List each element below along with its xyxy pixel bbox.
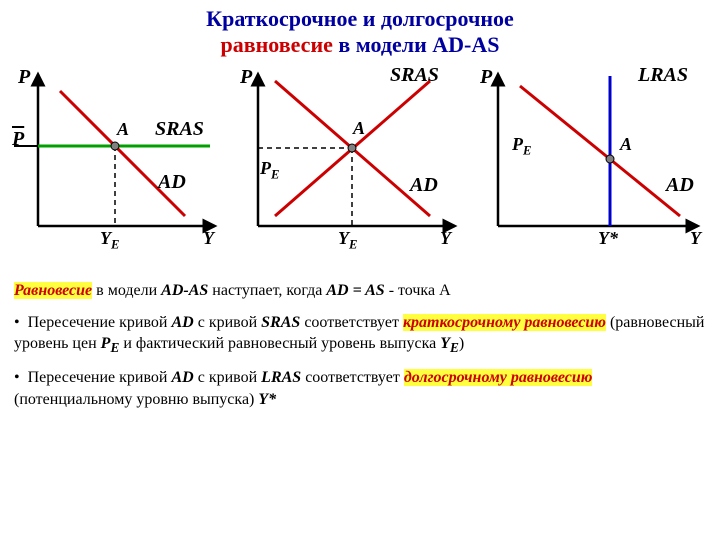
point-a (111, 142, 119, 150)
ye-label: YE (100, 228, 119, 253)
p2-f: краткосрочному равновесию (403, 314, 606, 331)
p2-b: AD (171, 314, 193, 331)
ystar-label: Y* (598, 228, 618, 249)
pe-label: PE (260, 158, 279, 183)
p2-i: и фактический равновесный уровень выпуск… (119, 335, 440, 352)
p1-c: AD-AS (161, 282, 208, 299)
p1-f: - точка А (385, 282, 451, 299)
p-label: P (18, 66, 30, 89)
p1-a: Равновесие (14, 282, 92, 299)
p1-b: в модели (92, 282, 161, 299)
p-label: P (480, 66, 492, 89)
title-l1: Краткосрочное и долгосрочное (206, 6, 514, 31)
p2: • Пересечение кривой AD с кривой SRAS со… (14, 312, 706, 358)
p1-d: наступает, когда (208, 282, 326, 299)
p2-j: YE (440, 335, 459, 352)
sras-label: SRAS (155, 118, 204, 141)
chart-1: P P A SRAS AD YE Y (10, 66, 220, 266)
title-l2a: равновесие (221, 32, 333, 57)
chart-3-svg (480, 66, 710, 261)
p3-d: LRAS (261, 369, 301, 386)
ad-line (60, 91, 185, 216)
p3-h: Y* (258, 391, 276, 408)
y-label: Y (690, 228, 701, 249)
p3: • Пересечение кривой AD с кривой LRAS со… (14, 367, 706, 410)
y-label: Y (440, 228, 451, 249)
body-text: Равновесие в модели AD-AS наступает, ког… (0, 276, 720, 411)
charts-row: P P A SRAS AD YE Y P SRAS A PE AD YE Y (0, 66, 720, 276)
point-a (606, 155, 614, 163)
a-label: A (620, 134, 632, 155)
p-label: P (240, 66, 252, 89)
p2-c: с кривой (194, 314, 261, 331)
pbar-label: P (12, 128, 24, 151)
p3-e: соответствует (301, 369, 404, 386)
chart-2: P SRAS A PE AD YE Y (240, 66, 460, 266)
ad-label: AD (666, 174, 694, 197)
sras-label: SRAS (390, 64, 439, 87)
lras-label: LRAS (638, 64, 688, 87)
p2-a: Пересечение кривой (28, 314, 172, 331)
p2-d: SRAS (261, 314, 300, 331)
p3-a: Пересечение кривой (28, 369, 172, 386)
y-label: Y (203, 228, 214, 249)
p1-e: AD = AS (326, 282, 384, 299)
p3-f: долгосрочному равновесию (404, 369, 593, 386)
title: Краткосрочное и долгосрочное равновесие … (0, 0, 720, 58)
a-label: A (117, 119, 129, 140)
p3-b: AD (171, 369, 193, 386)
chart-3: P LRAS A PE AD Y* Y (480, 66, 710, 266)
p3-c: с кривой (194, 369, 261, 386)
ad-line (520, 86, 680, 216)
p1: Равновесие в модели AD-AS наступает, ког… (14, 280, 706, 302)
a-label: A (353, 118, 365, 139)
p2-e: соответствует (300, 314, 403, 331)
p2-k: ) (459, 335, 464, 352)
title-l2b: в модели AD-AS (333, 32, 500, 57)
ad-label: AD (158, 171, 186, 194)
point-a (348, 144, 356, 152)
ye-label: YE (338, 228, 357, 253)
ad-label: AD (410, 174, 438, 197)
p2-h: РЕ (101, 335, 120, 352)
pe-label: PE (512, 134, 531, 159)
p3-g: (потенциальному уровню выпуска) (14, 391, 258, 408)
